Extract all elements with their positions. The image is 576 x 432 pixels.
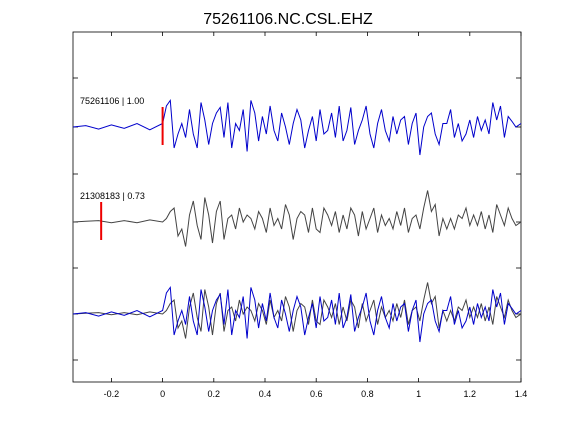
plot-frame	[72, 31, 522, 383]
overlay-primary-line	[72, 285, 522, 343]
x-tick-label: 1.2	[464, 389, 477, 399]
x-tick-label: -0.2	[104, 389, 120, 399]
x-tick-label: 0.4	[259, 389, 272, 399]
trace-secondary-line	[72, 190, 522, 247]
trace-primary-line	[72, 98, 522, 156]
x-tick-label: 0.6	[310, 389, 323, 399]
x-tick-label: 1.4	[515, 389, 528, 399]
trace-label-primary: 75261106 | 1.00	[80, 96, 144, 106]
x-tick-label: 0.8	[361, 389, 374, 399]
x-axis: -0.2 0 0.2 0.4 0.6 0.8 1 1.2 1.4	[104, 32, 528, 399]
traces: 75261106 | 1.00 21308183 | 0.73	[72, 96, 522, 343]
overlay-secondary-line	[72, 282, 522, 339]
trace-label-secondary: 21308183 | 0.73	[80, 191, 145, 201]
chart-title: 75261106.NC.CSL.EHZ	[203, 11, 373, 28]
x-tick-label: 0.2	[208, 389, 221, 399]
x-tick-label: 1	[416, 389, 421, 399]
x-tick-label: 0	[160, 389, 165, 399]
